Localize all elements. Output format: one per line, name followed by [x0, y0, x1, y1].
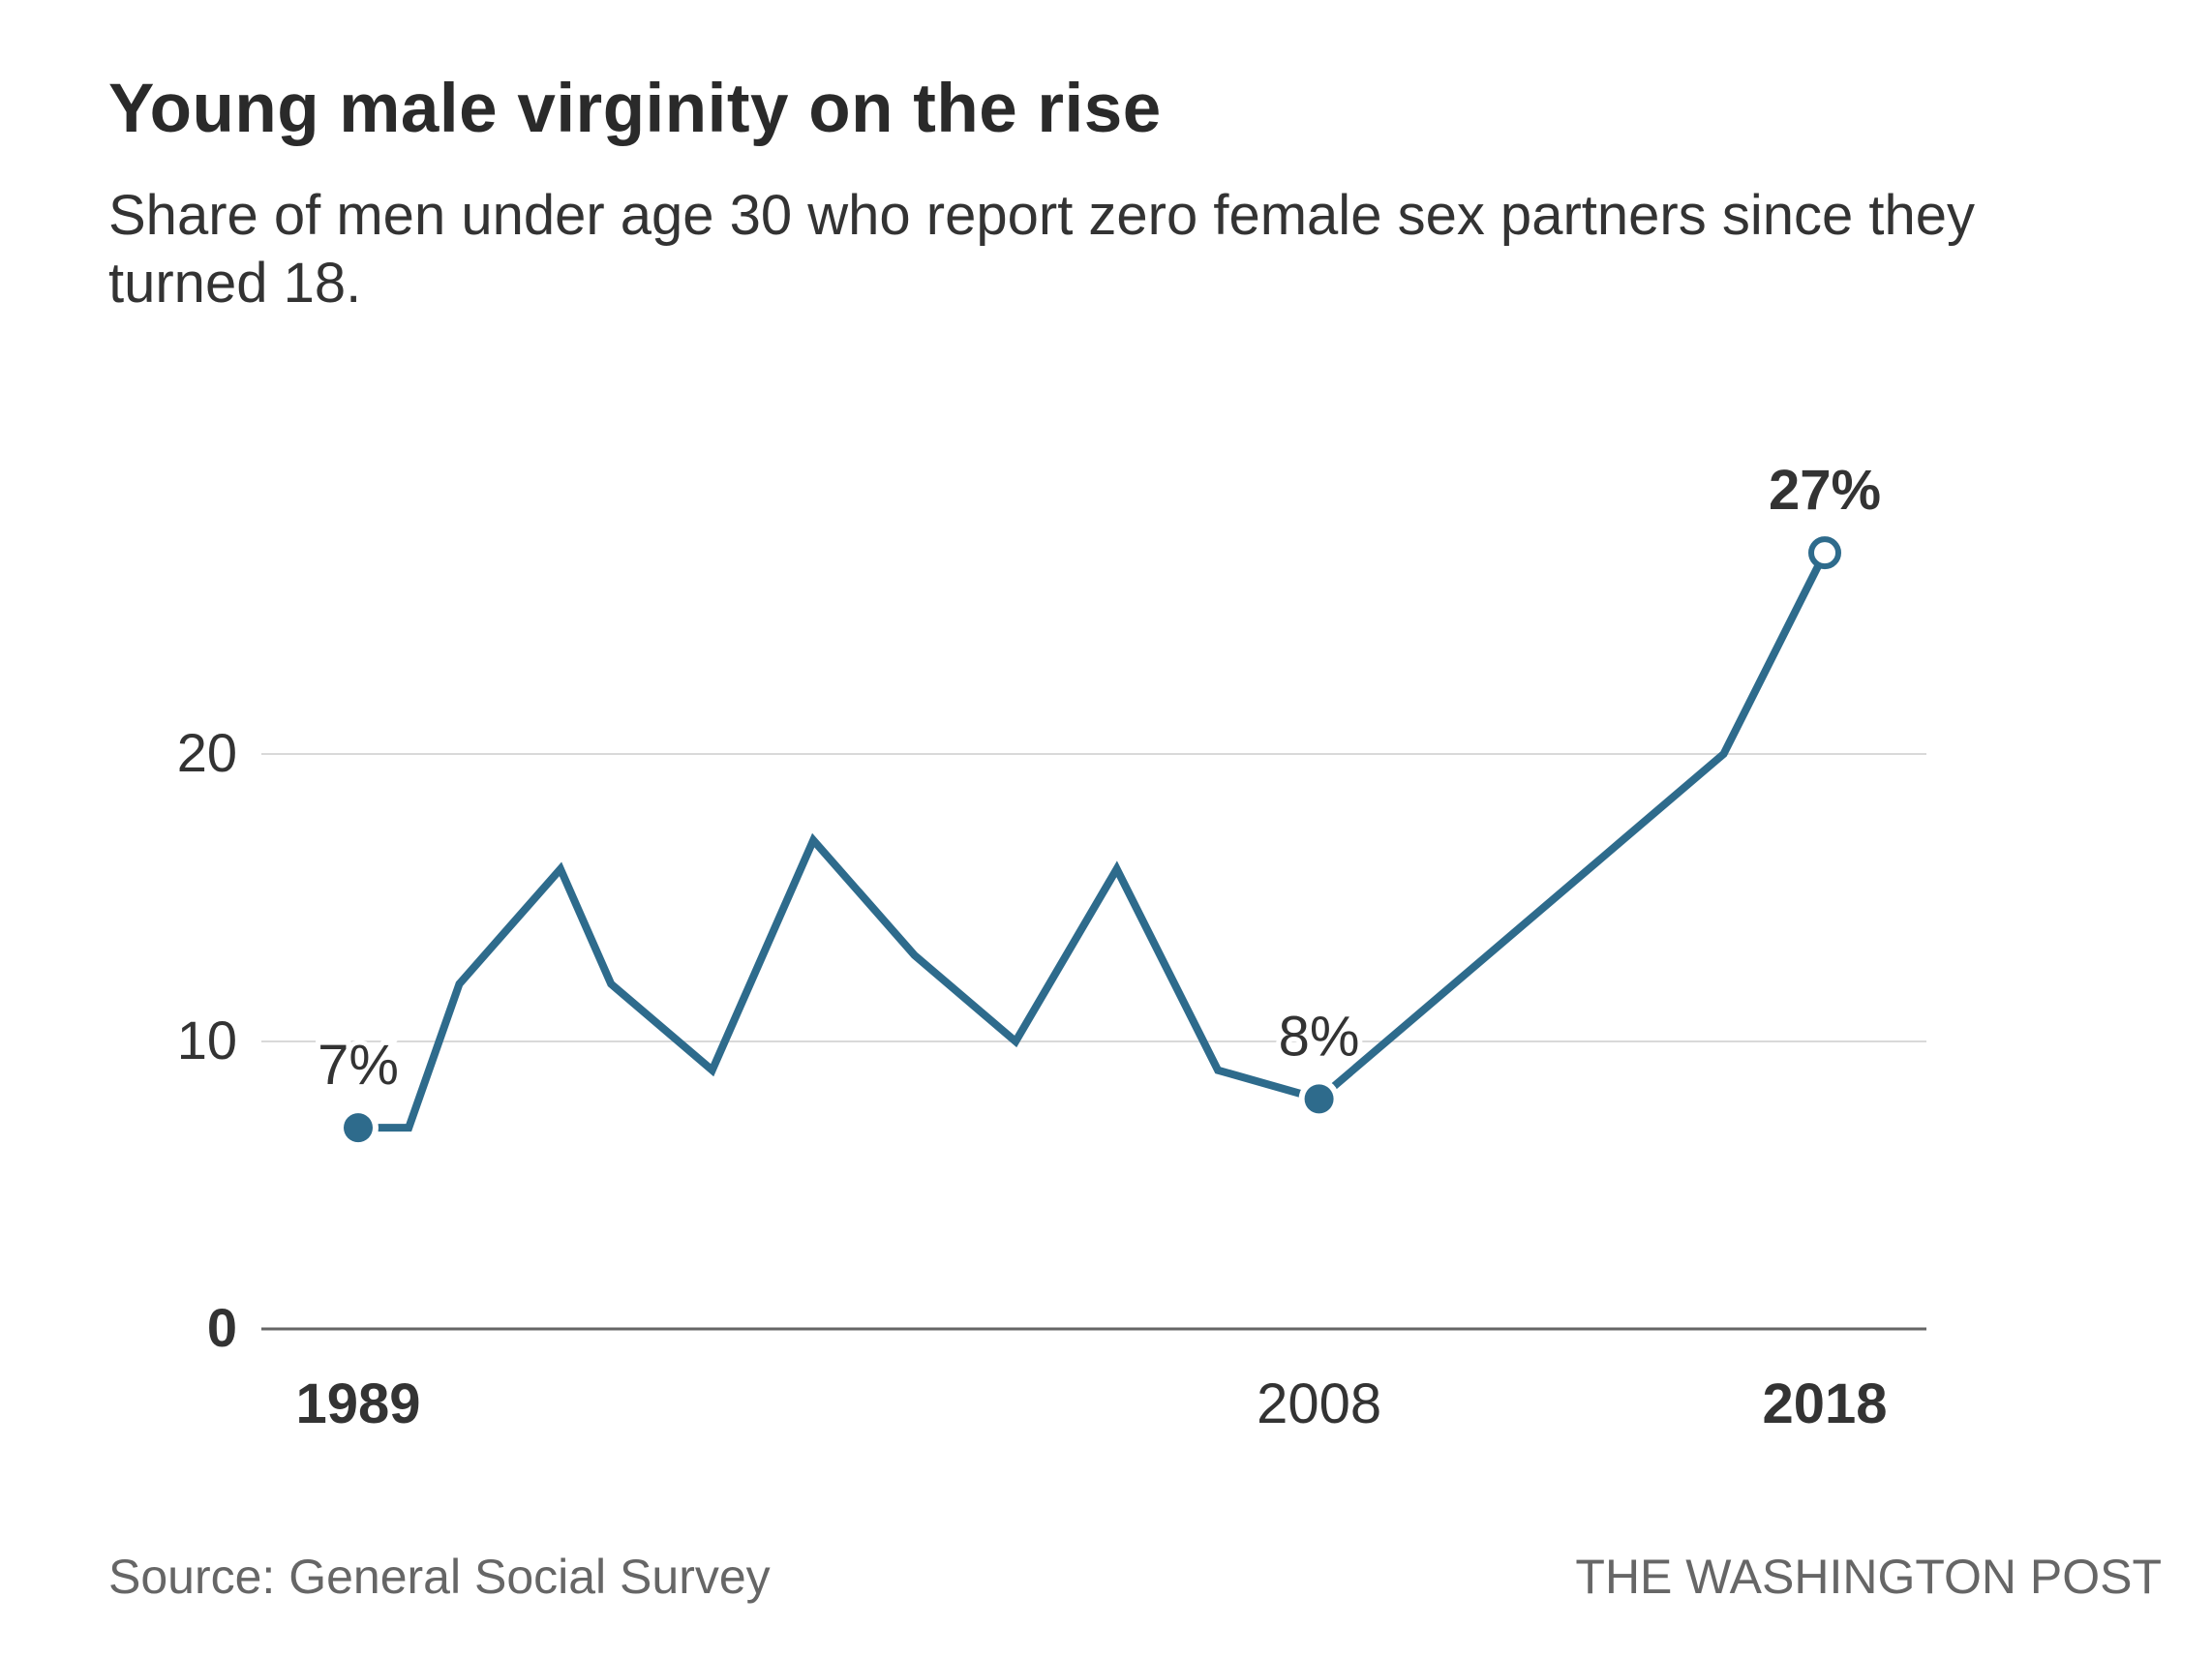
data-point	[455, 980, 463, 988]
data-label: 27%	[1769, 459, 1881, 522]
x-tick-label: 2018	[1762, 1372, 1887, 1435]
data-point	[809, 836, 817, 844]
y-tick-label: 10	[177, 1010, 237, 1070]
label-layer: 7% 8% 27%	[313, 454, 1886, 1101]
data-point	[1518, 922, 1526, 930]
y-tick-label: 20	[177, 722, 237, 783]
endpoint-marker-open	[1808, 536, 1841, 570]
data-point	[1214, 1067, 1222, 1074]
data-point	[1012, 1038, 1019, 1045]
chart-title: Young male virginity on the rise	[108, 71, 1162, 147]
x-tick-label: 2008	[1257, 1372, 1381, 1435]
source-note: Source: General Social Survey	[108, 1550, 771, 1604]
line-layer	[358, 551, 1829, 1132]
data-point	[405, 1124, 412, 1131]
chart-subtitle: Share of men under age 30 who report zer…	[108, 184, 1975, 315]
data-point	[709, 1067, 716, 1074]
y-tick-label: 0	[207, 1297, 237, 1358]
data-point	[607, 980, 615, 988]
data-point	[1113, 865, 1121, 873]
x-tick-label: 1989	[295, 1372, 420, 1435]
series-line	[358, 551, 1829, 1132]
axis-layer: 0 10 20 1989 2008 2018	[177, 722, 1888, 1435]
data-point	[1720, 750, 1728, 758]
data-point	[557, 865, 564, 873]
point-marker-filled	[344, 1113, 373, 1143]
data-point	[1416, 1009, 1424, 1016]
data-label: 7%	[318, 1034, 399, 1097]
data-label: 8%	[1279, 1005, 1360, 1068]
grid-layer	[261, 753, 1926, 1331]
publisher-credit: THE WASHINGTON POST	[1575, 1550, 2162, 1604]
data-point	[911, 951, 919, 959]
data-point	[1619, 836, 1626, 844]
marker-layer	[338, 536, 1841, 1149]
point-marker-filled	[1304, 1084, 1334, 1114]
